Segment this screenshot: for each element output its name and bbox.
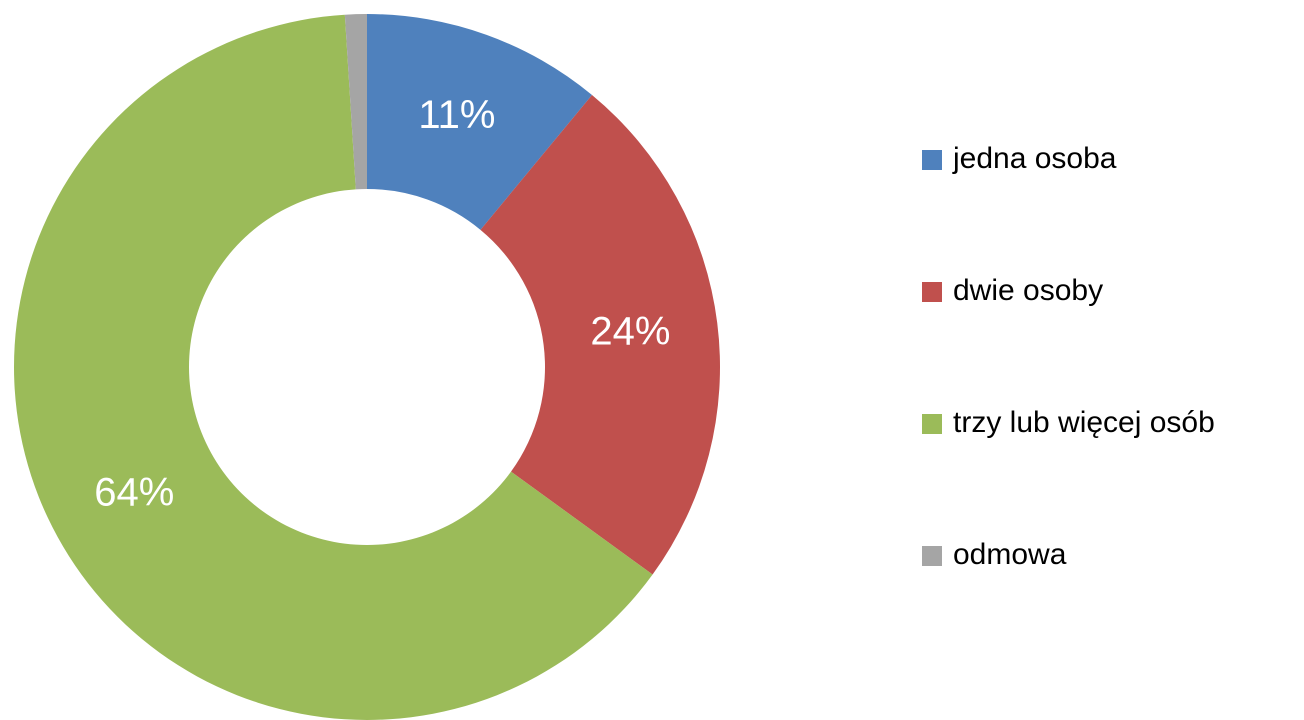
legend-label: jedna osoba [952, 142, 1117, 175]
data-label: 64% [94, 470, 174, 514]
donut-slice [480, 95, 720, 575]
legend-label: odmowa [953, 538, 1067, 571]
donut-slice [13, 14, 653, 720]
legend-label: trzy lub więcej osób [953, 406, 1215, 439]
legend-swatch [922, 282, 942, 302]
legend-swatch [922, 546, 942, 566]
data-label: 11% [418, 93, 495, 137]
data-label: 24% [590, 309, 670, 353]
legend-swatch [922, 414, 942, 434]
legend-swatch [922, 150, 942, 170]
donut-slice [367, 14, 593, 230]
legend-label: dwie osoby [953, 274, 1103, 307]
donut-slice [344, 14, 367, 190]
